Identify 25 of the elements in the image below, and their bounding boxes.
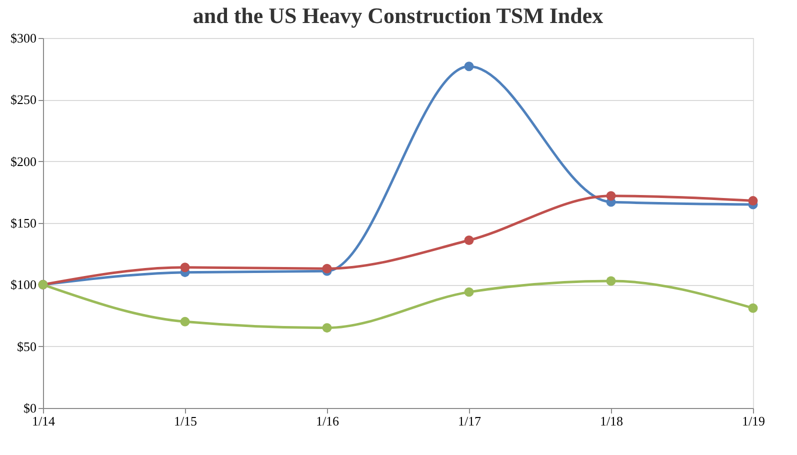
point	[322, 323, 332, 333]
y-tick-label: $0	[24, 400, 36, 416]
x-tick-label: 1/16	[316, 414, 340, 428]
point	[464, 236, 474, 245]
y-tick-label: $250	[10, 92, 36, 108]
point	[464, 287, 474, 297]
point	[606, 276, 616, 286]
x-tick-label: 1/14	[32, 414, 56, 428]
point	[748, 196, 758, 206]
y-tick-label: $50	[17, 338, 36, 354]
point	[464, 62, 474, 72]
point	[322, 264, 332, 274]
point	[606, 191, 616, 201]
y-tick-label: $200	[10, 154, 36, 169]
y-tick-label: $300	[10, 30, 36, 46]
y-tick-label: $100	[10, 277, 36, 292]
x-tick-label: 1/15	[174, 414, 198, 428]
x-tick-label: 1/18	[600, 414, 624, 428]
x-tick-label: 1/19	[742, 414, 766, 428]
chart-title: and the US Heavy Construction TSM Index	[192, 3, 604, 28]
point	[180, 262, 190, 272]
point	[748, 303, 758, 313]
x-tick-label: 1/17	[458, 414, 482, 428]
point	[180, 316, 190, 326]
y-tick-label: $150	[10, 216, 36, 230]
